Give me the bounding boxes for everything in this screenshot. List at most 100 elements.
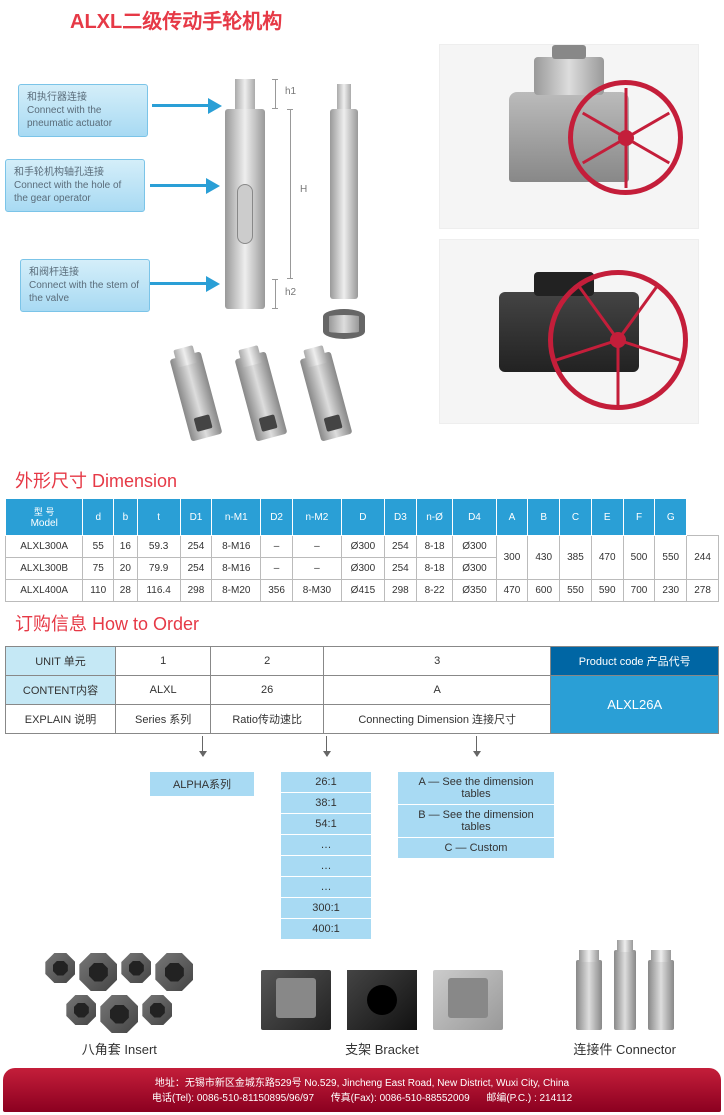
mini-shafts-group (170, 354, 350, 444)
cell-explain-conn: Connecting Dimension 连接尺寸 (324, 705, 551, 734)
col-G: G (655, 499, 687, 536)
flow-box-ratio: 54:1 (281, 814, 371, 834)
flow-col-conn: A — See the dimension tablesB — See the … (398, 736, 554, 859)
product-insert: 八角套 Insert (44, 953, 194, 1058)
col-A: A (496, 499, 528, 536)
dim-h2-label: h2 (285, 287, 296, 298)
order-flow-diagram: ALPHA系列 26:138:154:1………300:1400:1 A — Se… (0, 736, 724, 940)
order-row-content: CONTENT内容 ALXL 26 A ALXL26A (6, 676, 719, 705)
label-explain: EXPLAIN 说明 (6, 705, 116, 734)
diagram-area: 和执行器连接 Connect with the pneumatic actuat… (0, 44, 724, 459)
dim-h1-bracket (275, 79, 276, 109)
callout-actuator: 和执行器连接 Connect with the pneumatic actuat… (18, 84, 148, 137)
footer-fax: 传真(Fax): 0086-510-88552009 (331, 1093, 470, 1104)
callout-cn: 和阀杆连接 (29, 266, 141, 279)
callout-en: Connect with the pneumatic actuator (27, 104, 139, 130)
table-header-row: 型 号Model d b t D1 n-M1 D2 n-M2 D D3 n-Ø … (6, 499, 719, 536)
ring-illustration (323, 309, 365, 339)
bottom-products-row: 八角套 Insert 支架 Bracket 连接件 Connector (0, 940, 724, 1063)
dim-h1-label: h1 (285, 86, 296, 97)
order-section-title: 订购信息 How to Order (0, 602, 724, 641)
diagram-right (439, 44, 714, 459)
order-row-unit: UNIT 单元 1 2 3 Product code 产品代号 (6, 647, 719, 676)
flow-box-ratio: 26:1 (281, 772, 371, 792)
flow-col-series: ALPHA系列 (150, 736, 254, 797)
col-D4: D4 (453, 499, 496, 536)
flow-box-alpha: ALPHA系列 (150, 772, 254, 796)
dim-H-bracket (290, 109, 291, 279)
label-product-code: Product code 产品代号 (551, 647, 719, 676)
mini-shaft-item (300, 354, 350, 444)
page-footer: 地址：无锡市新区金城东路529号 No.529, Jincheng East R… (3, 1068, 721, 1112)
col-model: 型 号Model (6, 499, 83, 536)
flow-box-ratio: … (281, 856, 371, 876)
flow-col-ratio: 26:138:154:1………300:1400:1 (274, 736, 378, 940)
label-unit: UNIT 单元 (6, 647, 116, 676)
col-D2: D2 (261, 499, 293, 536)
flow-box-ratio: 400:1 (281, 919, 371, 939)
col-1: 1 (116, 647, 211, 676)
connector-label: 连接件 Connector (570, 1039, 680, 1058)
col-d: d (83, 499, 114, 536)
dim-H-label: H (300, 184, 307, 195)
order-table: UNIT 单元 1 2 3 Product code 产品代号 CONTENT内… (5, 646, 719, 734)
flow-arrow-icon (476, 736, 477, 756)
product-code-value: ALXL26A (551, 676, 719, 734)
product-bracket: 支架 Bracket (253, 970, 511, 1058)
arrow-icon (152, 104, 212, 107)
col-C: C (560, 499, 592, 536)
flow-box-ratio: 300:1 (281, 898, 371, 918)
handwheel-icon (548, 270, 688, 410)
callout-en: Connect with the stem of the valve (29, 279, 141, 305)
footer-tel: 电话(Tel): 0086-510-81150895/96/97 (152, 1093, 314, 1104)
cell-conn: A (324, 676, 551, 705)
flow-arrow-icon (202, 736, 203, 756)
arrow-icon (150, 282, 210, 285)
col-b: b (114, 499, 138, 536)
flow-box-conn: C — Custom (398, 838, 554, 858)
col-t: t (137, 499, 180, 536)
cell-ratio: 26 (211, 676, 324, 705)
insert-label: 八角套 Insert (44, 1039, 194, 1058)
col-2: 2 (211, 647, 324, 676)
col-3: 3 (324, 647, 551, 676)
product-connector: 连接件 Connector (570, 950, 680, 1058)
dimension-section-title: 外形尺寸 Dimension (0, 459, 724, 498)
footer-address: 地址：无锡市新区金城东路529号 No.529, Jincheng East R… (23, 1076, 701, 1091)
label-content: CONTENT内容 (6, 676, 116, 705)
flow-arrow-icon (326, 736, 327, 756)
diagram-left: 和执行器连接 Connect with the pneumatic actuat… (10, 44, 429, 459)
col-nO: n-Ø (416, 499, 453, 536)
col-B: B (528, 499, 560, 536)
col-D3: D3 (384, 499, 416, 536)
cell-explain-ratio: Ratio传动速比 (211, 705, 324, 734)
col-nM1: n-M1 (212, 499, 261, 536)
shaft-secondary-illustration (330, 109, 358, 299)
cell-series: ALXL (116, 676, 211, 705)
shaft-main-illustration (225, 109, 265, 309)
footer-contact: 电话(Tel): 0086-510-81150895/96/97 传真(Fax)… (23, 1091, 701, 1106)
table-row: ALXL400A11028116.42988-M203568-M30Ø41529… (6, 580, 719, 602)
col-E: E (591, 499, 623, 536)
callout-cn: 和执行器连接 (27, 91, 139, 104)
callout-en: Connect with the hole of the gear operat… (14, 179, 136, 205)
dim-h2-bracket (275, 279, 276, 309)
arrow-icon (150, 184, 210, 187)
callout-cn: 和手轮机构轴孔连接 (14, 166, 136, 179)
handwheel-icon (568, 80, 683, 195)
table-row: ALXL300A551659.32548-M16––Ø3002548-18Ø30… (6, 536, 719, 558)
gear-operator-photo (439, 239, 699, 424)
mini-shaft-item (235, 354, 285, 444)
col-nM2: n-M2 (292, 499, 341, 536)
bracket-label: 支架 Bracket (253, 1039, 511, 1058)
flow-box-ratio: … (281, 835, 371, 855)
cell-explain-series: Series 系列 (116, 705, 211, 734)
flow-box-conn: B — See the dimension tables (398, 805, 554, 837)
connector-illustration (570, 950, 680, 1033)
mini-shaft-item (170, 354, 220, 444)
valve-assembly-photo (439, 44, 699, 229)
footer-pc: 邮编(P.C.) : 214112 (486, 1093, 572, 1104)
callout-valve: 和阀杆连接 Connect with the stem of the valve (20, 259, 150, 312)
col-F: F (623, 499, 655, 536)
hdr-cn: 型 号 (8, 505, 80, 518)
